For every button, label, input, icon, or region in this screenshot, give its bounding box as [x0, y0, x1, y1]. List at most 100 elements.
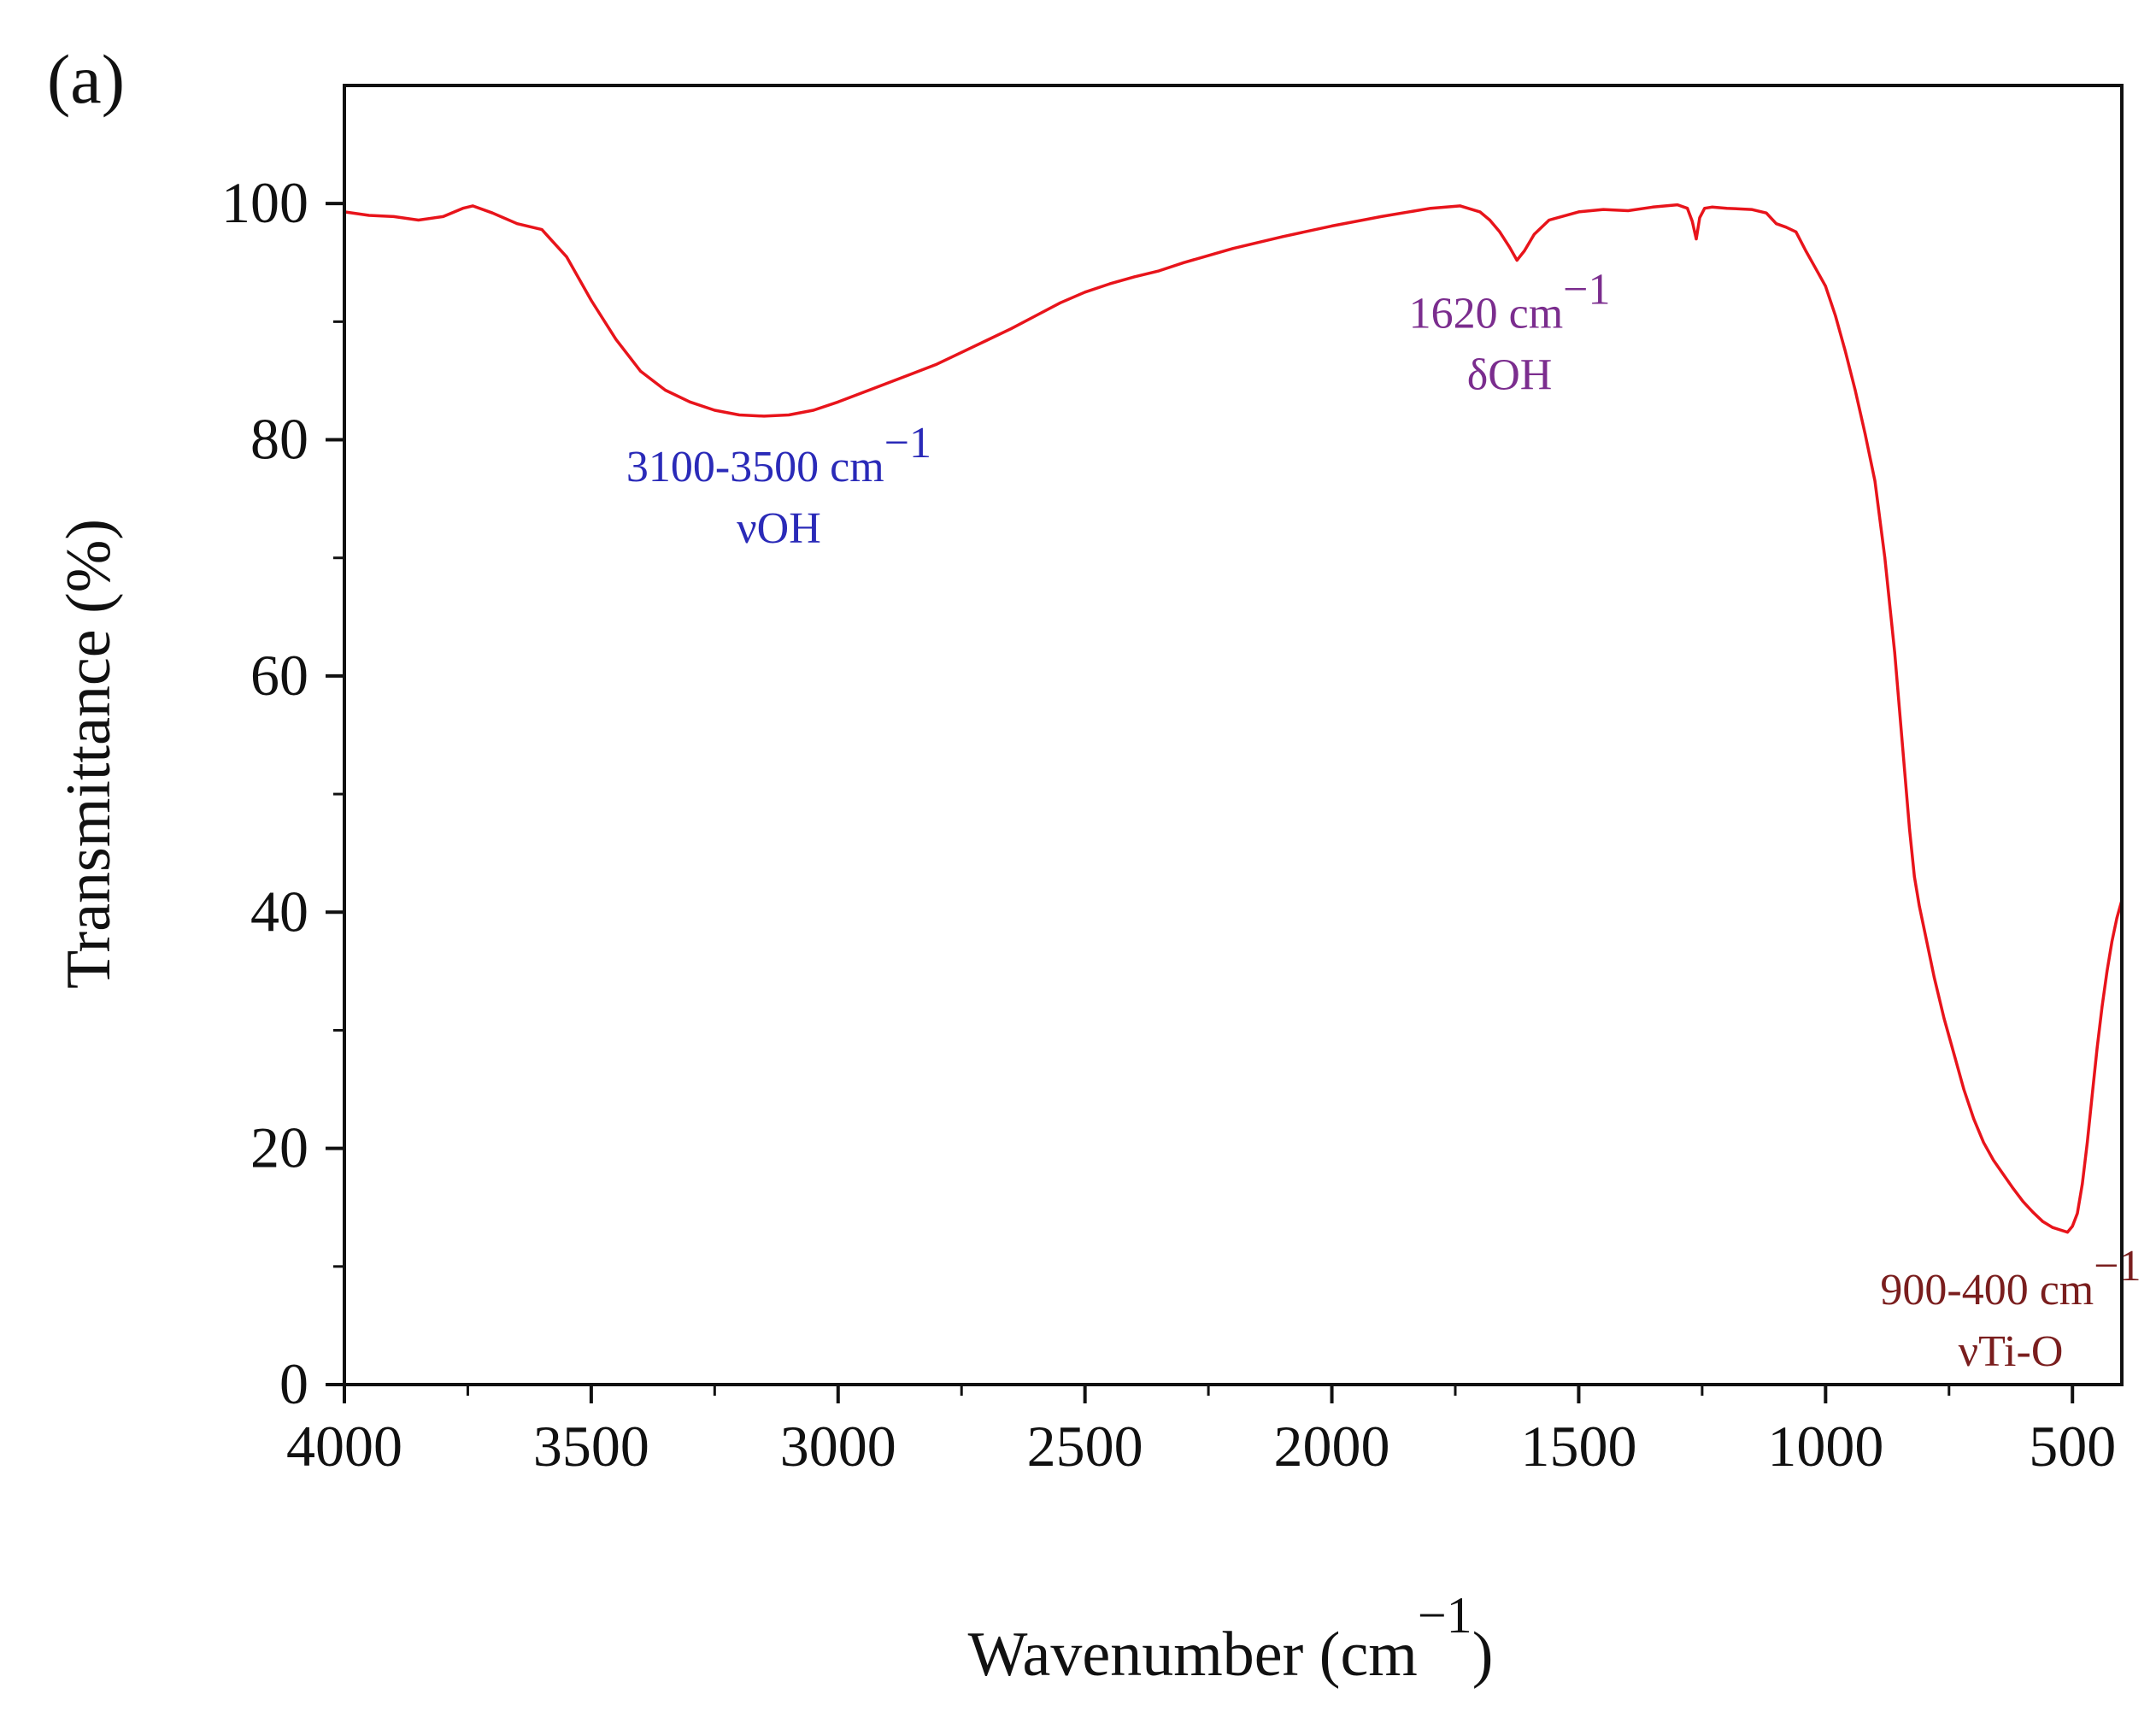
data-point: [2090, 1094, 2094, 1097]
data-point: [2086, 1141, 2089, 1144]
data-point: [1157, 269, 1160, 273]
x-tick-label: 3500: [533, 1414, 649, 1479]
data-point: [1834, 315, 1837, 317]
data-point: [1429, 207, 1432, 210]
data-point: [1843, 350, 1847, 353]
data-point: [910, 372, 914, 375]
y-tick-label: 60: [250, 643, 308, 708]
annotation-mode: νTi-O: [1959, 1327, 2064, 1376]
series-layer: [343, 203, 2124, 1234]
data-point: [1775, 222, 1778, 226]
data-point: [1942, 1017, 1946, 1020]
data-point: [1577, 210, 1580, 214]
y-tick-label: 40: [250, 879, 308, 944]
y-tick-label: 100: [221, 170, 308, 235]
data-point: [1498, 230, 1501, 233]
data-point: [2095, 1046, 2099, 1050]
x-axis-label: Wavenumber (cm−1): [968, 1587, 1494, 1690]
data-point: [1953, 1052, 1956, 1056]
data-point: [1676, 203, 1679, 207]
x-axis-label-text: Wavenumber (cm: [968, 1620, 1418, 1690]
data-point: [1824, 285, 1827, 288]
annotation-superscript: −1: [1563, 265, 1610, 314]
data-point: [590, 299, 593, 302]
panel-label: (a): [47, 40, 125, 118]
data-point: [442, 215, 445, 218]
data-point: [1864, 432, 1867, 436]
data-point: [2041, 1220, 2045, 1223]
data-point: [1281, 235, 1284, 238]
data-point: [1379, 215, 1383, 218]
y-axis-label: Transmittance (%): [54, 519, 124, 989]
x-axis-title: Wavenumber (cm−1): [968, 1587, 1494, 1690]
data-point: [2110, 940, 2113, 944]
data-point: [2100, 1005, 2104, 1009]
data-point: [1804, 250, 1807, 252]
x-tick-label: 2000: [1274, 1414, 1390, 1479]
data-point: [2021, 1200, 2024, 1203]
data-point: [614, 338, 618, 341]
data-point: [2071, 1225, 2074, 1228]
data-point: [491, 211, 494, 215]
data-point: [1459, 204, 1462, 208]
annotation-label: 3100-3500 cm−1: [626, 419, 931, 491]
annotation-mode: δOH: [1467, 350, 1553, 399]
data-point: [1795, 230, 1798, 233]
annotation-text: 900-400 cm: [1880, 1266, 2094, 1314]
data-point: [762, 415, 766, 418]
data-point: [417, 219, 420, 221]
data-point: [1084, 291, 1087, 294]
data-point: [1182, 261, 1185, 264]
data-point: [1710, 205, 1713, 209]
data-point: [1488, 219, 1491, 221]
data-point: [713, 409, 716, 412]
y-tick-label: 20: [250, 1115, 308, 1180]
data-point: [737, 414, 741, 416]
annotation-text: 3100-3500 cm: [626, 443, 884, 491]
annotation-superscript: −1: [884, 419, 931, 468]
data-point: [1932, 975, 1936, 979]
data-point: [1626, 209, 1630, 212]
data-point: [787, 414, 790, 416]
data-point: [2051, 1226, 2054, 1229]
data-point: [1108, 282, 1112, 285]
data-point: [1972, 1117, 1976, 1120]
annotation-superscript: −1: [2094, 1242, 2141, 1291]
data-point: [1883, 556, 1887, 560]
data-point: [1059, 301, 1062, 304]
x-tick-label: 500: [2029, 1414, 2116, 1479]
annotation-mode: νOH: [737, 504, 821, 553]
data-point: [1034, 315, 1037, 317]
data-point: [1962, 1088, 1965, 1091]
data-point: [1918, 904, 1921, 908]
data-point: [1548, 219, 1551, 221]
y-tick-label: 0: [279, 1351, 308, 1416]
data-point: [1695, 238, 1698, 241]
axis-ticks: [326, 202, 2075, 1403]
data-point: [471, 204, 474, 208]
data-point: [540, 228, 543, 232]
data-point: [1750, 208, 1754, 211]
annotation-voh: 3100-3500 cm−1 νOH: [626, 419, 931, 553]
data-point: [886, 381, 890, 385]
data-point: [1132, 275, 1136, 279]
data-point: [1853, 389, 1857, 391]
data-point: [1231, 247, 1235, 250]
data-point: [2115, 916, 2118, 920]
x-axis-label-close-paren: ): [1472, 1620, 1494, 1690]
data-point: [392, 215, 396, 218]
data-point: [1923, 928, 1926, 932]
x-tick-label: 2500: [1027, 1414, 1143, 1479]
data-point: [639, 369, 643, 373]
data-point: [1703, 207, 1707, 210]
x-tick-label: 4000: [286, 1414, 402, 1479]
annotation-label: 900-400 cm−1: [1880, 1242, 2141, 1314]
data-point: [984, 339, 988, 342]
data-point: [1873, 479, 1877, 483]
data-point: [960, 350, 963, 354]
data-point: [1982, 1141, 1985, 1144]
data-point: [1992, 1159, 1995, 1162]
x-tick-label: 1000: [1767, 1414, 1883, 1479]
plot-frame: [343, 84, 2124, 1386]
